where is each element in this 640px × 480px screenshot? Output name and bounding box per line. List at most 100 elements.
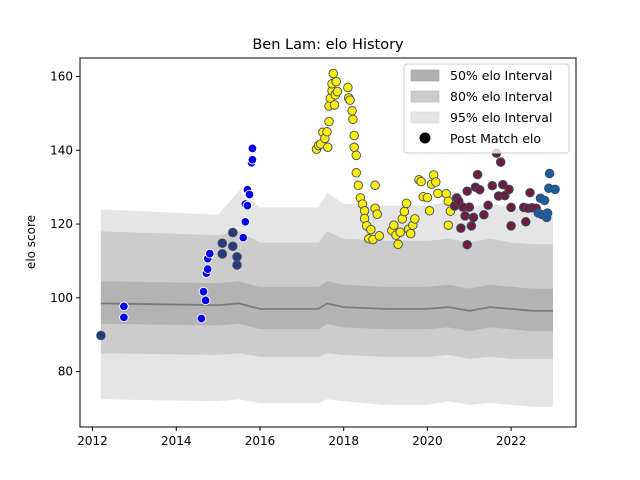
legend-swatch-95 bbox=[410, 111, 440, 124]
data-point bbox=[366, 224, 376, 235]
data-point bbox=[217, 249, 228, 259]
x-axis-ticks: 2012 2014 2016 2018 2020 2022 bbox=[77, 427, 526, 448]
data-point bbox=[401, 198, 412, 209]
data-point bbox=[351, 168, 362, 178]
data-point bbox=[389, 220, 399, 230]
data-point bbox=[542, 208, 553, 218]
x-tick-label: 2020 bbox=[412, 434, 443, 448]
data-point bbox=[242, 200, 253, 211]
y-axis-ticks: 80 100 120 140 160 bbox=[50, 69, 80, 379]
data-point bbox=[462, 186, 472, 196]
data-point bbox=[240, 217, 251, 227]
data-point bbox=[479, 210, 489, 220]
data-point bbox=[200, 295, 211, 306]
data-point bbox=[525, 187, 535, 198]
data-point bbox=[443, 196, 454, 206]
data-point bbox=[332, 86, 343, 97]
interval-bands bbox=[100, 190, 554, 407]
data-point bbox=[322, 127, 332, 137]
data-point bbox=[244, 189, 255, 200]
y-tick-label: 100 bbox=[50, 291, 73, 305]
data-point bbox=[372, 209, 382, 219]
data-point bbox=[247, 155, 258, 165]
data-point bbox=[410, 214, 420, 224]
data-point bbox=[395, 227, 405, 237]
data-point bbox=[521, 217, 531, 227]
y-tick-label: 80 bbox=[58, 365, 73, 379]
data-point bbox=[119, 312, 129, 323]
x-tick-label: 2012 bbox=[77, 434, 108, 448]
y-tick-label: 160 bbox=[50, 69, 73, 83]
data-point bbox=[483, 200, 493, 210]
data-point bbox=[345, 95, 355, 105]
data-point bbox=[431, 177, 441, 187]
data-point bbox=[498, 179, 508, 190]
post-match-points bbox=[96, 68, 560, 341]
data-point bbox=[466, 221, 477, 231]
y-tick-label: 120 bbox=[50, 217, 73, 231]
data-point bbox=[228, 227, 238, 238]
data-point bbox=[348, 114, 358, 125]
x-tick-label: 2022 bbox=[496, 434, 527, 448]
data-point bbox=[416, 176, 426, 187]
data-point bbox=[504, 184, 514, 195]
data-point bbox=[468, 212, 479, 223]
x-tick-label: 2014 bbox=[161, 434, 192, 448]
data-point bbox=[323, 142, 333, 153]
data-point bbox=[247, 143, 258, 154]
data-point bbox=[393, 239, 403, 250]
band-50 bbox=[100, 281, 554, 332]
legend-label-post-match: Post Match elo bbox=[450, 131, 541, 146]
median-line bbox=[100, 302, 553, 312]
data-point bbox=[370, 180, 380, 191]
data-point bbox=[374, 231, 385, 241]
data-point bbox=[232, 260, 242, 270]
data-point bbox=[205, 248, 215, 259]
y-axis-label: elo score bbox=[24, 215, 38, 269]
chart-title: Ben Lam: elo History bbox=[252, 37, 404, 53]
data-point bbox=[96, 330, 106, 341]
data-point bbox=[506, 202, 516, 213]
data-point bbox=[443, 220, 454, 230]
data-point bbox=[196, 313, 207, 324]
plot-frame bbox=[79, 57, 577, 428]
y-tick-label: 140 bbox=[50, 143, 73, 157]
data-point bbox=[324, 116, 334, 127]
data-point bbox=[331, 76, 341, 87]
legend-swatch-80 bbox=[410, 90, 440, 103]
legend: 50% elo Interval 80% elo Interval 95% el… bbox=[403, 63, 570, 154]
legend-frame bbox=[403, 63, 570, 154]
legend-swatch-50 bbox=[410, 69, 440, 82]
data-point bbox=[462, 239, 472, 250]
data-point bbox=[232, 252, 242, 262]
data-point bbox=[329, 100, 340, 110]
data-point bbox=[464, 202, 475, 212]
data-point bbox=[539, 195, 550, 206]
data-point bbox=[550, 184, 560, 195]
data-point bbox=[487, 180, 498, 191]
data-point bbox=[424, 206, 435, 216]
data-point bbox=[405, 228, 416, 239]
data-point bbox=[202, 264, 213, 274]
data-point bbox=[198, 286, 209, 297]
x-tick-label: 2016 bbox=[245, 434, 276, 448]
data-point bbox=[349, 130, 359, 141]
legend-label-80: 80% elo Interval bbox=[450, 89, 552, 104]
data-point bbox=[119, 301, 129, 312]
data-point bbox=[328, 68, 338, 79]
data-point bbox=[472, 169, 483, 180]
data-point bbox=[238, 232, 248, 243]
x-tick-label: 2018 bbox=[328, 434, 359, 448]
data-point bbox=[399, 206, 410, 217]
data-point bbox=[343, 82, 353, 93]
data-point bbox=[422, 192, 433, 203]
data-point bbox=[433, 188, 443, 199]
data-point bbox=[347, 106, 357, 116]
data-point bbox=[217, 238, 228, 248]
data-point bbox=[353, 180, 364, 191]
data-point bbox=[506, 221, 516, 231]
legend-marker-post-match bbox=[419, 132, 431, 144]
data-point bbox=[456, 223, 466, 233]
data-point bbox=[474, 184, 485, 195]
